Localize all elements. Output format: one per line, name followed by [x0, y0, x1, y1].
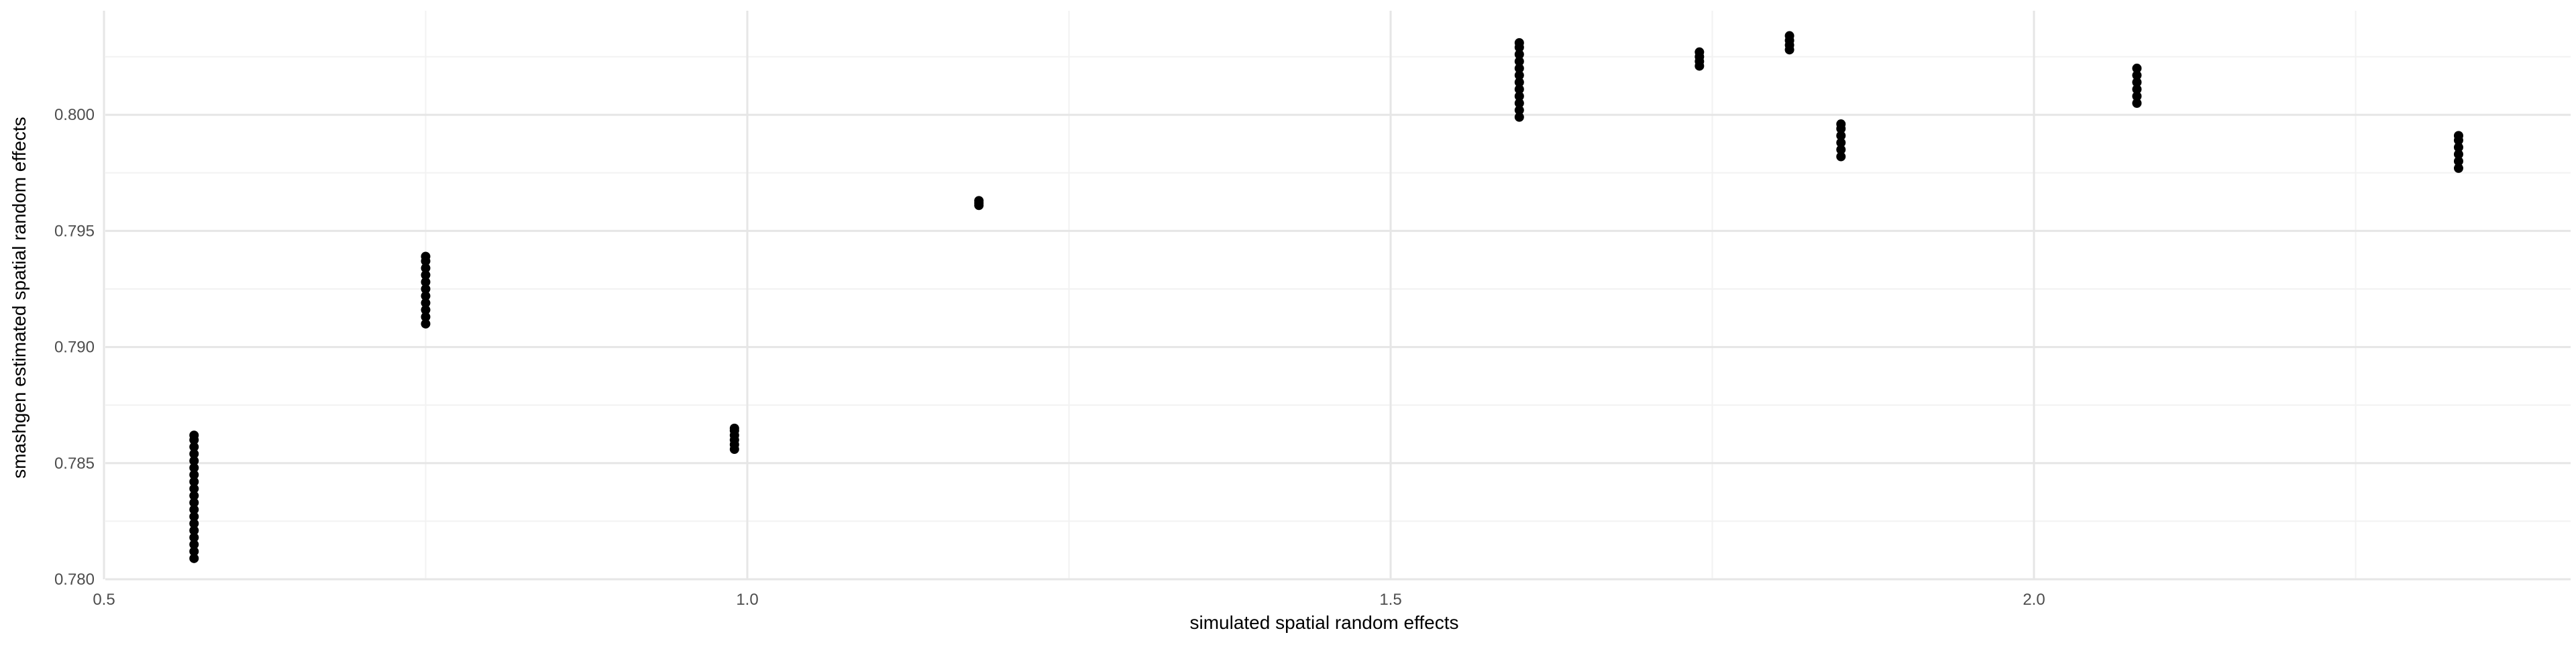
data-point	[189, 540, 199, 550]
y-tick-label: 0.795	[54, 222, 95, 240]
data-point	[421, 298, 431, 308]
data-point	[1836, 137, 1846, 148]
data-point	[421, 305, 431, 315]
data-point	[421, 318, 431, 329]
data-point	[189, 553, 199, 563]
data-point	[1836, 145, 1846, 155]
data-point	[421, 312, 431, 322]
x-axis-tick-labels: 0.5 1.0 1.5 2.0	[93, 591, 2045, 609]
data-point	[189, 463, 199, 473]
data-point	[189, 526, 199, 536]
data-point	[189, 430, 199, 440]
data-point	[1836, 119, 1846, 129]
data-point	[1695, 47, 1705, 57]
data-point	[1784, 31, 1794, 41]
data-point	[974, 196, 984, 206]
data-point	[2132, 77, 2142, 87]
x-axis-label: simulated spatial random effects	[1189, 612, 1458, 633]
data-point	[729, 423, 739, 433]
data-point	[2453, 150, 2463, 160]
data-point	[189, 477, 199, 487]
x-tick-label: 1.5	[1379, 591, 1401, 609]
data-point	[189, 456, 199, 466]
data-point	[189, 497, 199, 508]
x-tick-label: 0.5	[93, 591, 115, 609]
data-point	[421, 251, 431, 261]
data-point	[2132, 91, 2142, 101]
data-point	[421, 291, 431, 301]
data-point	[1514, 56, 1524, 66]
data-point	[1514, 112, 1524, 122]
y-axis-tick-labels: 0.780 0.785 0.790 0.795 0.800	[54, 106, 95, 589]
data-point	[189, 505, 199, 515]
data-point	[2453, 163, 2463, 173]
data-point	[189, 518, 199, 528]
data-point	[1514, 98, 1524, 108]
data-point	[421, 270, 431, 280]
data-point	[189, 483, 199, 493]
data-point	[421, 284, 431, 294]
data-point	[1836, 152, 1846, 162]
y-tick-label: 0.785	[54, 455, 95, 473]
data-point	[1514, 91, 1524, 101]
data-points	[189, 31, 2463, 563]
data-point	[189, 449, 199, 459]
y-tick-label: 0.790	[54, 339, 95, 357]
y-tick-label: 0.780	[54, 571, 95, 589]
data-point	[189, 546, 199, 556]
y-axis-label: smashgen estimated spatial random effect…	[9, 117, 30, 479]
data-point	[1514, 63, 1524, 73]
grid-lines	[103, 11, 2571, 581]
data-point	[1514, 38, 1524, 48]
data-point	[1514, 50, 1524, 60]
data-point	[2132, 84, 2142, 95]
y-tick-label: 0.800	[54, 106, 95, 124]
data-point	[189, 470, 199, 480]
data-point	[1514, 70, 1524, 80]
data-point	[189, 512, 199, 522]
data-point	[189, 532, 199, 542]
data-point	[421, 263, 431, 273]
data-point	[2453, 156, 2463, 166]
data-point	[2132, 70, 2142, 80]
data-point	[2453, 131, 2463, 141]
data-point	[1514, 84, 1524, 95]
data-point	[189, 442, 199, 452]
data-point	[189, 491, 199, 501]
data-point	[2132, 98, 2142, 108]
x-tick-label: 1.0	[736, 591, 758, 609]
data-point	[2453, 142, 2463, 152]
data-point	[1514, 77, 1524, 87]
data-point	[421, 277, 431, 287]
data-point	[2132, 63, 2142, 73]
data-point	[1514, 105, 1524, 115]
x-tick-label: 2.0	[2023, 591, 2045, 609]
data-point	[1836, 131, 1846, 141]
